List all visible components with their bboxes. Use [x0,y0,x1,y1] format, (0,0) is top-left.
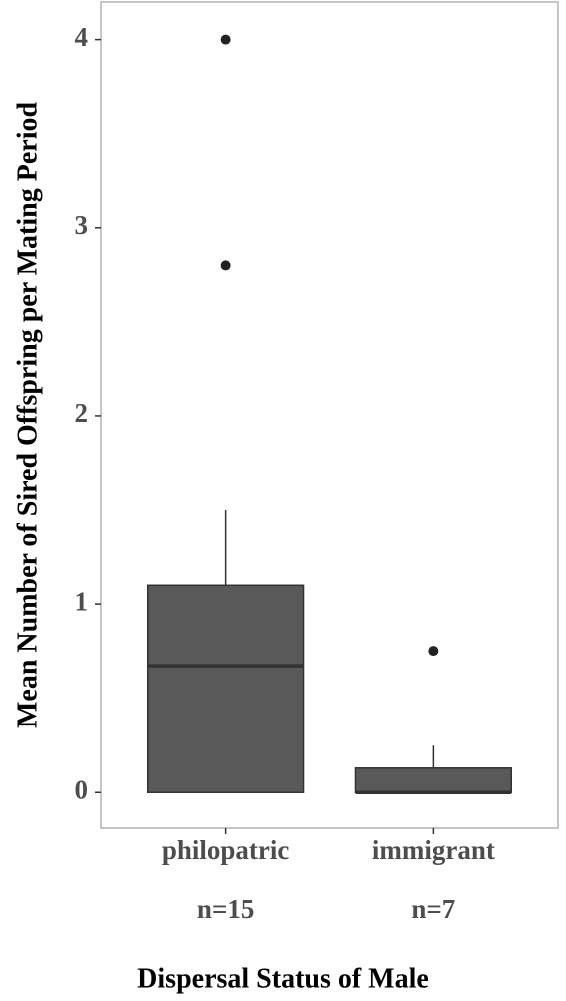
y-tick-label: 1 [75,586,89,616]
outlier [220,34,231,45]
y-tick-label: 2 [75,398,89,428]
sample-size: n=15 [197,894,254,924]
y-tick-label: 4 [75,22,89,52]
x-tick-label: immigrant [372,835,495,865]
y-axis-title: Mean Number of Sired Offspring per Matin… [12,102,43,729]
outlier [220,260,231,271]
sample-size: n=7 [411,894,455,924]
box [354,767,513,794]
y-tick-label: 3 [75,210,89,240]
outlier [428,646,439,657]
y-tick-label: 0 [75,774,89,804]
x-tick-label: philopatric [162,835,290,865]
box [146,584,305,794]
x-axis-title: Dispersal Status of Male [137,963,429,994]
